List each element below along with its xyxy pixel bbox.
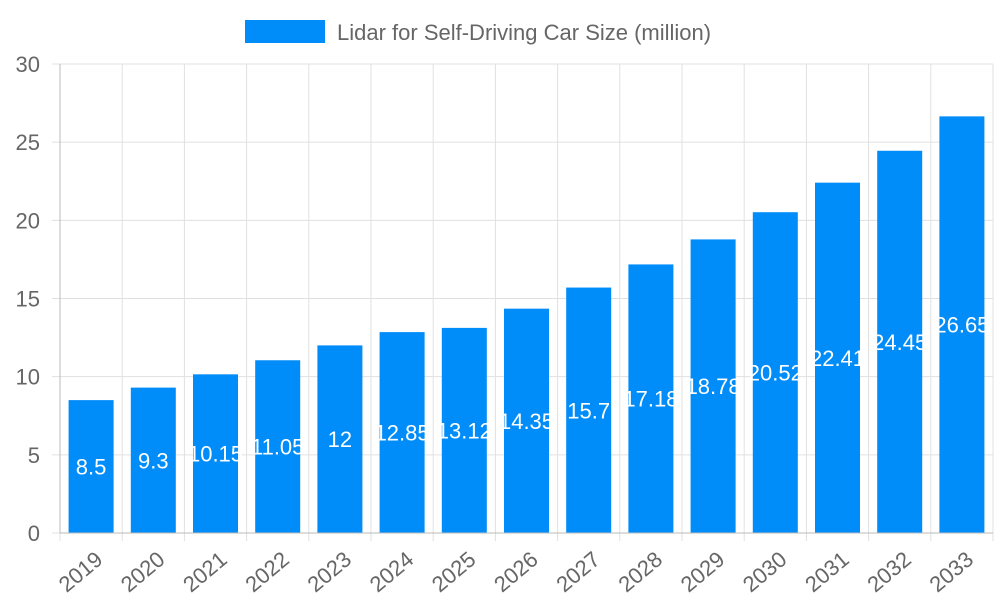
bar-2031 — [815, 182, 860, 534]
data-label-2020: 9.3 — [138, 448, 169, 473]
bar-2030 — [752, 212, 798, 534]
bar-2019 — [68, 400, 114, 533]
bar-2032 — [877, 150, 923, 533]
data-label-2023: 12 — [328, 427, 352, 452]
bar-2024 — [379, 332, 425, 533]
data-label-2032: 24.45 — [872, 330, 927, 355]
data-label-2021: 10.15 — [188, 442, 243, 467]
x-tick-label: 2033 — [925, 546, 979, 597]
bar-2028 — [628, 264, 674, 533]
y-tick-label: 10 — [16, 365, 40, 390]
bar-2025 — [441, 327, 487, 533]
data-label-2031: 22.41 — [810, 346, 865, 371]
bar-2022 — [255, 360, 301, 533]
data-label-2028: 17.18 — [623, 387, 678, 412]
y-tick-label: 20 — [16, 208, 40, 233]
y-tick-label: 25 — [16, 130, 40, 155]
x-tick-label: 2030 — [738, 546, 792, 597]
legend-swatch — [245, 20, 325, 43]
bar-2020 — [130, 387, 176, 533]
y-tick-label: 5 — [28, 443, 40, 468]
y-tick-label: 30 — [16, 52, 40, 77]
x-tick-label: 2027 — [551, 546, 605, 597]
data-label-2033: 26.65 — [934, 313, 989, 338]
data-label-2030: 20.52 — [748, 361, 803, 386]
data-label-2027: 15.7 — [567, 398, 610, 423]
data-label-2026: 14.35 — [499, 409, 554, 434]
y-tick-label: 0 — [28, 521, 40, 546]
grid — [52, 63, 994, 541]
x-tick-label: 2028 — [614, 546, 668, 597]
x-tick-label: 2024 — [365, 546, 419, 597]
bar-2026 — [504, 308, 549, 533]
x-tick-label: 2019 — [54, 546, 108, 597]
data-label-2019: 8.5 — [76, 455, 107, 480]
bar-2021 — [193, 374, 238, 533]
x-tick-label: 2032 — [862, 546, 916, 597]
x-tick-label: 2021 — [178, 546, 232, 597]
bar-2027 — [566, 287, 612, 533]
x-tick-label: 2022 — [240, 546, 294, 597]
x-tick-label: 2031 — [800, 546, 854, 597]
bar-2023 — [317, 345, 363, 533]
y-tick-label: 15 — [16, 287, 40, 312]
x-tick-label: 2020 — [116, 546, 170, 597]
x-tick-label: 2029 — [676, 546, 730, 597]
data-label-2022: 11.05 — [251, 435, 304, 460]
bars — [68, 116, 985, 534]
data-label-2025: 13.12 — [437, 418, 492, 443]
data-labels: 8.5 9.3 10.15 11.05 12 12.85 13.12 14.35 15.7 17.… — [76, 313, 990, 480]
x-tick-label: 2026 — [489, 546, 543, 597]
legend[interactable]: Lidar for Self-Driving Car Size (million… — [245, 20, 711, 45]
data-label-2024: 12.85 — [375, 421, 430, 446]
x-tick-label: 2023 — [303, 546, 357, 597]
bar-2033 — [939, 116, 985, 533]
x-tick-label: 2025 — [427, 546, 481, 597]
bar-2029 — [690, 239, 736, 533]
data-label-2029: 18.78 — [686, 374, 741, 399]
legend-label: Lidar for Self-Driving Car Size (million… — [337, 20, 711, 45]
